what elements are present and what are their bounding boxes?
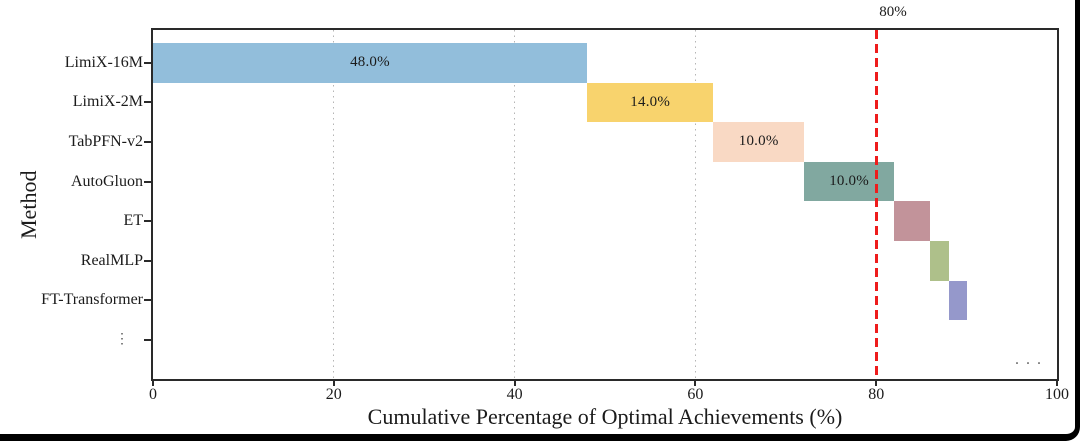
x-tick-mark [152,379,154,386]
threshold-label: 80% [879,4,907,20]
y-tick-label: TabPFN-v2 [68,133,143,150]
y-tick-mark [144,141,152,143]
x-axis-label: Cumulative Percentage of Optimal Achieve… [367,404,843,429]
x-tick-mark [694,379,697,386]
plot-area: 48.0% 14.0% 10.0% 10.0%... [151,28,1059,381]
bar-value-label: 10.0% [738,133,779,150]
threshold-line [874,30,878,379]
bar-et [894,201,931,241]
x-tick-label: 0 [149,386,157,403]
bar-autogluon: 10.0% [803,161,895,202]
gridline [514,30,516,379]
y-tick-label: ⋮ [115,332,129,347]
bar-value-label: 10.0% [829,173,869,190]
y-tick-label: FT-Transformer [41,291,143,309]
y-tick-mark [144,299,152,302]
bar-tabpfn-v2: 10.0% [713,122,804,162]
bar-realmlp [930,241,949,281]
x-tick-mark [513,379,516,386]
y-tick-mark [144,220,152,223]
y-tick-mark [144,101,152,104]
y-tick-label: LimiX-2M [72,93,143,111]
y-tick-label: LimiX-16M [64,53,143,71]
y-tick-mark [144,61,152,64]
bar-limix-16m: 48.0% [153,43,587,83]
gridline [333,30,335,379]
x-tick-label: 20 [325,386,342,403]
x-tick-label: 60 [687,386,704,403]
y-tick-label: ET [123,212,143,230]
bar-value-label: 14.0% [630,93,671,110]
y-tick-label: RealMLP [80,251,143,269]
x-tick-label: 80 [868,386,885,403]
x-tick-mark [332,379,335,386]
y-tick-label: AutoGluon [71,172,143,190]
bar-limix-2m: 14.0% [586,82,714,123]
y-tick-mark [144,339,152,341]
y-tick-mark [144,259,152,262]
x-tick-label: 40 [506,386,523,403]
x-tick-label: 100 [1045,386,1069,403]
x-tick-mark [1056,379,1058,386]
bar-value-label: 48.0% [350,54,390,71]
y-tick-mark [144,180,152,183]
gridline [694,30,696,379]
x-tick-mark [875,379,878,386]
bar-ft-transformer [948,280,967,321]
continuation-dots: ... [1015,351,1048,368]
